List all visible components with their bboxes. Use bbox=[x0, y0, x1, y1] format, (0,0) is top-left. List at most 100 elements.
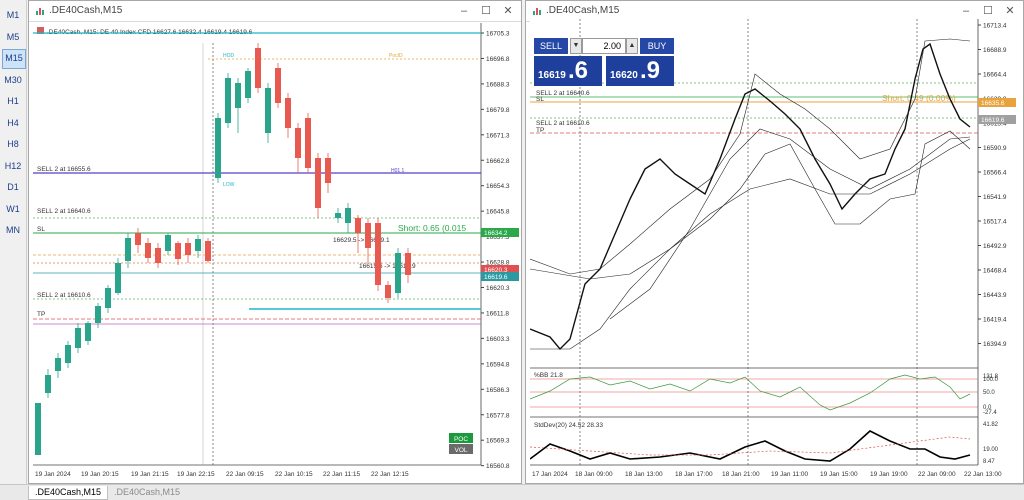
volume-input[interactable]: 2.00 bbox=[582, 38, 626, 54]
bb-indicator-label: %BB 21.8 bbox=[534, 372, 563, 379]
time-label: 22 Jan 13:00 bbox=[964, 471, 1002, 478]
price-label: 16541.9 bbox=[983, 194, 1007, 201]
h1-label: H01 1 bbox=[391, 168, 405, 174]
price-label: 16696.8 bbox=[486, 56, 510, 63]
time-label: 22 Jan 09:15 bbox=[226, 471, 264, 478]
price-label: 16594.8 bbox=[486, 361, 510, 368]
chart-tabs: .DE40Cash,M15 .DE40Cash,M15 bbox=[0, 484, 1024, 500]
buy-price-pips: .9 bbox=[640, 56, 660, 86]
close-icon[interactable]: ✕ bbox=[497, 1, 519, 21]
candle-body bbox=[355, 218, 361, 233]
minimize-icon[interactable]: – bbox=[453, 1, 475, 21]
tab-chart-2[interactable]: .DE40Cash,M15 bbox=[108, 486, 186, 499]
candle-body bbox=[65, 345, 71, 363]
main-chart-2[interactable]: 16713.416688.916664.416639.916615.416590… bbox=[530, 19, 1023, 481]
price-label: 16620.3 bbox=[486, 285, 510, 292]
price-badge-green-text: 16634.2 bbox=[484, 230, 508, 237]
candle-body bbox=[295, 128, 301, 158]
volume-up-button[interactable]: ▲ bbox=[626, 38, 638, 54]
candle-body bbox=[265, 88, 271, 133]
close-icon[interactable]: ✕ bbox=[999, 1, 1021, 21]
price-label: 16662.8 bbox=[486, 158, 510, 165]
trade-label: 16629.5 -> 16629.1 bbox=[333, 237, 390, 244]
buy-price-button[interactable]: 16620 .9 bbox=[606, 56, 674, 86]
price-label: 16671.3 bbox=[486, 132, 510, 139]
timeframe-h8[interactable]: H8 bbox=[2, 135, 24, 153]
candle-body bbox=[325, 158, 331, 183]
time-label: 19 Jan 15:00 bbox=[820, 471, 858, 478]
candle-body bbox=[225, 78, 231, 123]
tp-label: TP bbox=[37, 311, 45, 318]
chart-window-1: .DE40Cash,M15 – ☐ ✕ 16705.3 16696.8 16688.… bbox=[28, 0, 522, 484]
candle-body bbox=[305, 118, 311, 168]
time-label: 19 Jan 19:00 bbox=[870, 471, 908, 478]
candle-body bbox=[245, 71, 251, 98]
timeframe-m1[interactable]: M1 bbox=[2, 6, 24, 24]
poc-badge-text: POC bbox=[454, 436, 468, 443]
sell-price-pips: .6 bbox=[568, 56, 588, 86]
main-chart[interactable]: 16705.3 16696.8 16688.3 16679.8 16671.3 16662… bbox=[33, 23, 519, 481]
maximize-icon[interactable]: ☐ bbox=[475, 1, 497, 21]
time-label: 18 Jan 21:00 bbox=[722, 471, 760, 478]
timeframe-h1[interactable]: H1 bbox=[2, 92, 24, 110]
candle-body bbox=[155, 248, 161, 263]
time-label: 18 Jan 09:00 bbox=[575, 471, 613, 478]
candle-body bbox=[375, 223, 381, 285]
timeframe-m15[interactable]: M15 bbox=[2, 49, 26, 69]
price-label: 16394.9 bbox=[983, 341, 1007, 348]
timeframe-w1[interactable]: W1 bbox=[2, 200, 24, 218]
candle-body bbox=[75, 328, 81, 348]
candle-body bbox=[335, 213, 341, 218]
price-label: 16688.9 bbox=[983, 47, 1007, 54]
candle-body bbox=[365, 223, 371, 248]
sell-level-label: SELL 2 at 16640.6 bbox=[37, 208, 91, 215]
candle-body bbox=[165, 235, 171, 251]
volume-down-button[interactable]: ▼ bbox=[570, 38, 582, 54]
candle-body bbox=[35, 403, 41, 455]
buy-button[interactable]: BUY bbox=[640, 38, 674, 54]
time-label: 19 Jan 21:15 bbox=[131, 471, 169, 478]
candle-body bbox=[55, 358, 61, 371]
sl-label: SL bbox=[536, 96, 544, 103]
tab-chart-1[interactable]: .DE40Cash,M15 bbox=[28, 486, 108, 500]
minimize-icon[interactable]: – bbox=[955, 1, 977, 21]
sl-label: SL bbox=[37, 226, 45, 233]
price-label: 16566.4 bbox=[983, 170, 1007, 177]
time-label: 19 Jan 11:00 bbox=[771, 471, 808, 478]
price-label: 16654.3 bbox=[486, 183, 510, 190]
sell-level-label: SELL 2 at 16610.6 bbox=[37, 292, 91, 299]
timeframe-d1[interactable]: D1 bbox=[2, 178, 24, 196]
sell-level-label: SELL 2 at 16640.6 bbox=[536, 90, 590, 97]
maximize-icon[interactable]: ☐ bbox=[977, 1, 999, 21]
stddev-level-label: 41.82 bbox=[983, 422, 999, 428]
window-titlebar[interactable]: .DE40Cash,M15 – ☐ ✕ bbox=[29, 1, 521, 22]
timeframe-mn[interactable]: MN bbox=[2, 221, 24, 239]
sell-button[interactable]: SELL bbox=[534, 38, 568, 54]
timeframe-m5[interactable]: M5 bbox=[2, 28, 24, 46]
price-label: 16590.9 bbox=[983, 145, 1007, 152]
sell-price-main: 16619 bbox=[538, 70, 566, 81]
time-label: 22 Jan 10:15 bbox=[275, 471, 313, 478]
sell-level-label: SELL 2 at 16610.6 bbox=[536, 120, 590, 127]
price-badge-grey-text: 16619.6 bbox=[981, 117, 1005, 124]
bb-level-label: -27.4 bbox=[983, 410, 997, 416]
position-label: Short: 0.49 (0.00%) bbox=[882, 93, 956, 103]
stddev-level-label: 19.00 bbox=[983, 447, 999, 453]
candle-body bbox=[85, 323, 91, 341]
candle-body bbox=[95, 306, 101, 323]
candle-body bbox=[135, 233, 141, 245]
timeframe-m30[interactable]: M30 bbox=[2, 71, 24, 89]
poc-label: PocID bbox=[389, 53, 403, 59]
price-label: 16705.3 bbox=[486, 31, 510, 38]
price-badge-orange-text: 16635.6 bbox=[981, 100, 1005, 107]
chart-icon bbox=[35, 6, 45, 16]
sell-price-button[interactable]: 16619 .6 bbox=[534, 56, 602, 86]
price-label: 16517.4 bbox=[983, 219, 1007, 226]
candle-body bbox=[185, 243, 191, 255]
price-label: 16611.8 bbox=[486, 310, 509, 317]
timeframe-h12[interactable]: H12 bbox=[2, 157, 24, 175]
sell-level-label: SELL 2 at 16655.6 bbox=[37, 166, 91, 173]
candle-body bbox=[175, 243, 181, 259]
price-label: 16492.9 bbox=[983, 243, 1007, 250]
timeframe-h4[interactable]: H4 bbox=[2, 114, 24, 132]
